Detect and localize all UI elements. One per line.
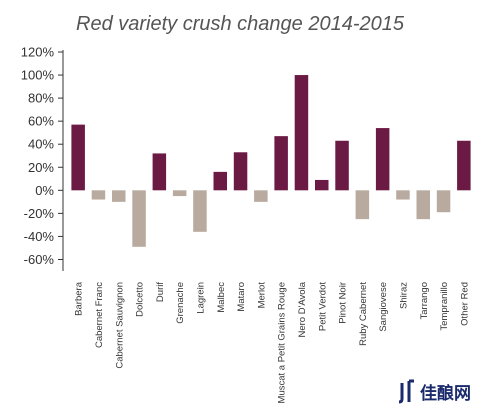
x-tick-label: Other Red (459, 282, 470, 326)
x-axis-labels: Barbera Cabernet Franc Cabernet Sauvignon D… (74, 281, 471, 403)
x-tick-label: Pinot Noir (338, 282, 349, 324)
x-tick-label: Tempranillo (439, 282, 450, 331)
x-tick-label: Durif (155, 282, 166, 302)
bar-merlot (254, 190, 268, 202)
bar-dolcetto (132, 190, 146, 247)
x-tick-label: Lagrein (195, 282, 206, 314)
bar-grenache (172, 190, 187, 197)
y-tick-label: 120% (21, 45, 55, 60)
x-tick-label: Ruby Cabernet (358, 282, 369, 346)
bars (71, 75, 471, 247)
chart-title: Red variety crush change 2014-2015 (76, 13, 405, 35)
bar-lagrein (193, 190, 207, 232)
x-tick-label: Grenache (175, 282, 186, 324)
bar-tarrango (416, 190, 430, 220)
watermark: 佳酿网 (398, 379, 471, 404)
x-tick-label: Cabernet Sauvignon (114, 282, 125, 369)
y-tick-label: -60% (24, 252, 55, 267)
y-tick-label: -20% (24, 206, 55, 221)
x-tick-label: Sangiovese (378, 282, 389, 332)
watermark-text: 佳酿网 (420, 383, 471, 404)
bar-ruby-cabernet (355, 190, 370, 220)
bar-mataro (233, 152, 248, 191)
bar-tempranillo (436, 190, 451, 213)
x-tick-label: Barbera (74, 281, 85, 316)
y-tick-label: 40% (28, 137, 54, 152)
bar-barbera (71, 124, 85, 191)
bar-durif (152, 153, 167, 191)
x-tick-label: Malbec (216, 282, 227, 313)
x-tick-label: Muscat a Petit Grains Rouge (277, 282, 288, 403)
watermark-logo-icon (398, 379, 414, 404)
y-tick-label: 20% (28, 160, 54, 175)
y-tick-label: 60% (28, 114, 54, 129)
y-axis: 120% 100% 80% 60% 40% 20% 0% -20% -40% -60% (21, 45, 64, 271)
y-tick-label: -40% (24, 229, 55, 244)
x-tick-label: Dolcetto (135, 282, 146, 317)
x-tick-label: Mataro (236, 282, 247, 312)
bar-nero-d-avola (294, 75, 309, 191)
x-tick-label: Merlot (256, 282, 267, 309)
x-tick-label: Tarrango (419, 282, 430, 320)
bar-cabernet-franc (91, 190, 106, 200)
x-tick-label: Nero D'Avola (297, 281, 308, 337)
x-tick-label: Petit Verdot (317, 282, 328, 331)
bar-sangiovese (375, 128, 390, 191)
bar-other-red (457, 140, 471, 191)
y-tick-label: 80% (28, 91, 54, 106)
y-tick-label: 0% (35, 183, 54, 198)
x-tick-label: Shiraz (398, 282, 409, 309)
bar-shiraz (396, 190, 410, 200)
bar-muscat-a-petit-grains-rouge (274, 136, 288, 191)
x-tick-label: Cabernet Franc (94, 282, 105, 348)
bar-pinot-noir (335, 140, 349, 191)
bar-malbec (213, 171, 227, 191)
bar-cabernet-sauvignon (112, 190, 126, 202)
y-tick-label: 100% (21, 68, 55, 83)
bar-petit-verdot (315, 179, 329, 191)
